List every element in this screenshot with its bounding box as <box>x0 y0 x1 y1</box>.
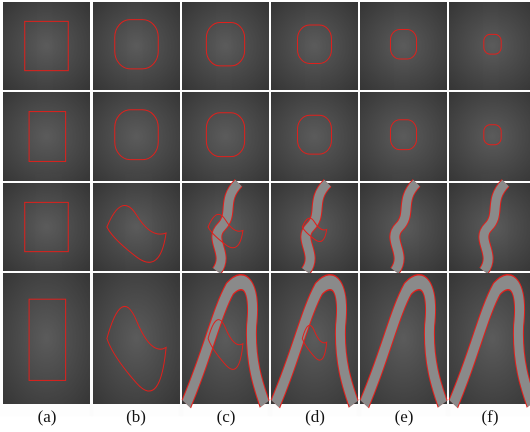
column-label: (e) <box>395 407 414 426</box>
image-panel <box>360 2 447 90</box>
image-panel <box>182 273 269 404</box>
column-label: (b) <box>126 407 146 426</box>
image-panel <box>93 273 180 404</box>
column-label: (f) <box>482 407 499 426</box>
image-panel <box>360 92 447 181</box>
figure: (a) (b) (c) (d) (e) (f) <box>0 0 530 432</box>
image-panel <box>93 92 180 181</box>
image-panel <box>3 183 90 271</box>
image-panel <box>182 92 269 181</box>
column-label: (d) <box>305 407 325 426</box>
image-panel <box>271 273 358 404</box>
column-label: (c) <box>217 407 236 426</box>
image-panel <box>271 92 358 181</box>
image-panel <box>449 183 530 271</box>
column-label: (a) <box>38 407 57 426</box>
image-panel <box>3 273 90 404</box>
image-panel <box>449 92 530 181</box>
column-labels: (a) (b) (c) (d) (e) (f) <box>38 407 499 426</box>
image-panel <box>182 2 269 90</box>
image-panel <box>93 2 180 90</box>
image-panel <box>449 273 530 404</box>
image-panel <box>93 183 180 271</box>
image-panel <box>3 92 90 181</box>
image-panel <box>271 183 358 271</box>
image-panel <box>449 2 530 90</box>
image-panel <box>271 2 358 90</box>
image-panel <box>3 2 90 90</box>
image-panel <box>360 183 447 271</box>
panel-grid <box>3 2 530 404</box>
image-panel <box>360 273 447 404</box>
image-panel <box>182 183 269 271</box>
